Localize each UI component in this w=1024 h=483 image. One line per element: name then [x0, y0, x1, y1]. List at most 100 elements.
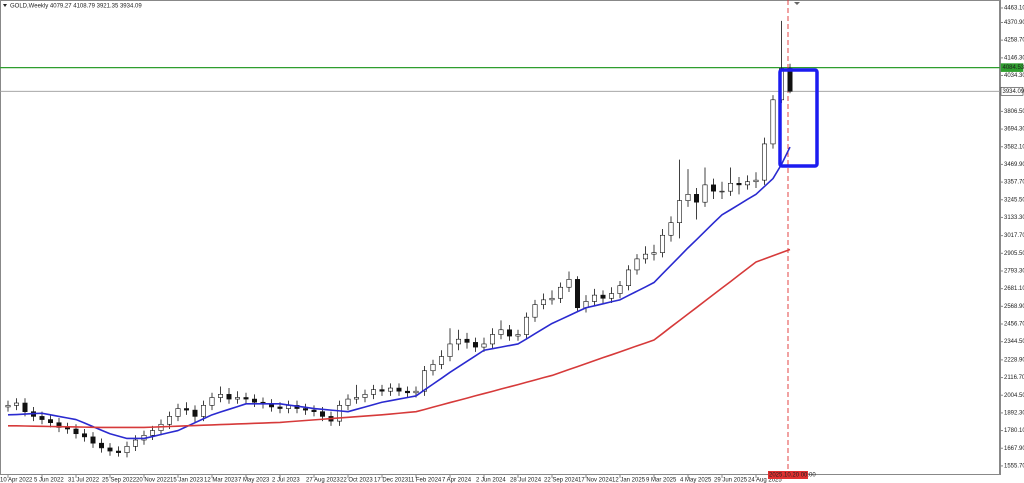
candle-body: [566, 279, 572, 288]
lines-layer: [0, 0, 1000, 475]
candle-body: [73, 428, 79, 435]
y-tick-label: 3469.90: [1004, 162, 1024, 168]
x-tick-label: 17 Nov 2024: [578, 478, 613, 483]
candles-layer: [5, 20, 793, 458]
candle-body: [201, 405, 207, 417]
candle-body: [39, 416, 45, 420]
candle-body: [668, 222, 674, 236]
candle-body: [702, 184, 708, 203]
x-tick-label: 12 Mar 2023: [204, 478, 238, 483]
y-tick-label: 1892.30: [1004, 410, 1024, 416]
y-tick-label: 2456.70: [1004, 322, 1024, 328]
candle-body: [787, 68, 793, 92]
candle-body: [396, 387, 402, 392]
candle-body: [557, 286, 563, 299]
x-tick-label: 11 Feb 2024: [408, 478, 442, 483]
x-tick-label: 29 Jun 2025: [714, 478, 748, 483]
candle-body: [345, 398, 351, 406]
time-cursor-tag: [768, 471, 808, 479]
y-tick-label: 2905.50: [1004, 251, 1024, 257]
y-tick-label: 4370.90: [1004, 20, 1024, 26]
candle-body: [634, 258, 640, 271]
candle-body: [744, 181, 750, 186]
y-tick-label: 3133.30: [1004, 215, 1024, 221]
candle-body: [319, 411, 325, 417]
symbol-menu-icon[interactable]: [3, 4, 7, 7]
candle-body: [175, 408, 181, 417]
price-level-tag: [1000, 86, 1024, 96]
candle-body: [523, 316, 529, 335]
candle-body: [65, 427, 71, 430]
candle-body: [693, 194, 699, 203]
moving-averages-layer: [7, 146, 791, 440]
candle-body: [413, 390, 419, 394]
candle-body: [736, 182, 742, 186]
candle-body: [455, 338, 461, 345]
candle-body: [540, 299, 546, 305]
candle-body: [404, 390, 410, 394]
candle-body: [124, 446, 130, 453]
candle-body: [99, 442, 105, 449]
y-tick-label: 2116.70: [1004, 375, 1024, 381]
candle-body: [5, 405, 11, 408]
candle-body: [184, 408, 190, 411]
x-tick-label: 10 Apr 2022: [0, 478, 33, 483]
candle-body: [625, 269, 631, 286]
candle-body: [489, 334, 495, 345]
candle-body: [47, 419, 53, 424]
x-tick-label: 22 Oct 2023: [340, 478, 373, 483]
x-tick-label: 5 Jun 2022: [34, 478, 64, 483]
candle-body: [574, 279, 580, 309]
candle-body: [302, 408, 308, 411]
candle-body: [226, 394, 232, 400]
y-tick-label: 2344.50: [1004, 339, 1024, 345]
candle-body: [659, 234, 665, 253]
candle-body: [651, 252, 657, 255]
candle-body: [481, 343, 487, 348]
candle-body: [464, 338, 470, 343]
y-tick-label: 2681.10: [1004, 286, 1024, 292]
price-level-label: 4084.53: [1003, 65, 1024, 71]
highlight-box: [778, 68, 819, 168]
candle-body: [192, 409, 198, 417]
price-level-tag: [1000, 63, 1024, 72]
candle-body: [727, 182, 733, 192]
candle-body: [370, 389, 376, 395]
candle-body: [14, 402, 20, 406]
y-tick-label: 2004.50: [1004, 393, 1024, 399]
candle-body: [362, 394, 368, 398]
candle-body: [591, 294, 597, 302]
candle-body: [209, 397, 215, 406]
candle-body: [150, 430, 156, 436]
x-tick-label: 31 Jul 2022: [68, 478, 100, 483]
x-tick-label: 17 Dec 2023: [374, 478, 409, 483]
plot-frame: [0, 0, 1000, 475]
x-tick-label: 20 Nov 2022: [136, 478, 171, 483]
moving-average-line: [8, 248, 791, 429]
candle-body: [311, 409, 317, 412]
y-tick-label: 2228.90: [1004, 357, 1024, 363]
x-tick-label: 9 Mar 2025: [646, 478, 677, 483]
x-tick-label: 28 Jul 2024: [510, 478, 542, 483]
moving-average-line: [7, 146, 791, 440]
candle-body: [353, 397, 359, 400]
candle-body: [167, 416, 173, 425]
candle-body: [430, 364, 436, 372]
y-tick-label: 3245.50: [1004, 197, 1024, 203]
y-tick-label: 3694.30: [1004, 127, 1024, 133]
candle-body: [600, 294, 606, 299]
candle-body: [133, 439, 139, 447]
price-level-label: 3934.09: [1003, 89, 1024, 95]
x-tick-label: 15 Jan 2023: [170, 478, 204, 483]
candle-body: [617, 285, 623, 294]
candle-body: [761, 143, 767, 181]
x-tick-label: 24 Aug 2025: [748, 478, 782, 483]
candle-body: [90, 436, 96, 444]
y-tick-label: 3017.70: [1004, 233, 1024, 239]
candle-body: [532, 304, 538, 318]
candle-body: [438, 356, 444, 365]
y-tick-label: 3357.70: [1004, 180, 1024, 186]
